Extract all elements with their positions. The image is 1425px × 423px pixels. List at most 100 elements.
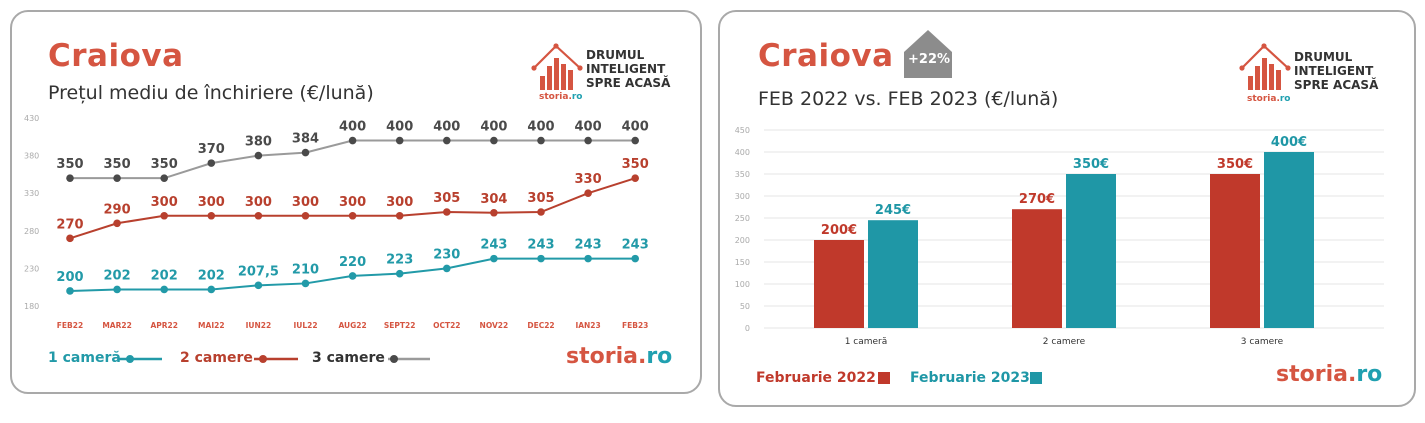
x-tick-label: IAN23 bbox=[575, 321, 600, 330]
data-point bbox=[490, 136, 498, 145]
y-tick-label: 400 bbox=[735, 148, 750, 157]
data-label: 207,5 bbox=[238, 264, 279, 279]
x-tick-label: AUG22 bbox=[338, 321, 366, 330]
y-tick-label: 380 bbox=[24, 152, 39, 161]
chart-subtitle: FEB 2022 vs. FEB 2023 (€/lună) bbox=[758, 88, 1059, 110]
growth-badge: +22% bbox=[908, 52, 951, 67]
brand-tagline: DRUMUL INTELIGENT SPRE ACASĂ bbox=[586, 48, 671, 90]
data-label: 243 bbox=[575, 238, 602, 253]
data-point bbox=[584, 136, 592, 145]
data-point bbox=[537, 136, 545, 145]
data-label: 350€ bbox=[1217, 157, 1253, 172]
x-tick-label: DEC22 bbox=[527, 321, 554, 330]
data-label: 400 bbox=[622, 120, 649, 135]
data-point bbox=[66, 174, 74, 182]
x-tick-label: OCT22 bbox=[433, 321, 460, 330]
data-point bbox=[631, 254, 639, 263]
x-tick-label: 1 cameră bbox=[845, 337, 888, 347]
data-label: 210 bbox=[292, 262, 319, 277]
data-label: 202 bbox=[151, 268, 178, 283]
data-point bbox=[348, 272, 357, 280]
data-label: 350 bbox=[104, 157, 131, 172]
y-tick-label: 50 bbox=[740, 302, 750, 311]
data-label: 270 bbox=[56, 217, 83, 232]
x-tick-label: MAI22 bbox=[198, 321, 225, 330]
bar bbox=[868, 220, 918, 328]
data-label: 330 bbox=[575, 172, 602, 187]
data-point bbox=[207, 159, 216, 167]
logo-small-text: storia.ro bbox=[1247, 94, 1291, 104]
data-point bbox=[113, 285, 121, 294]
y-tick-label: 280 bbox=[24, 227, 39, 236]
data-label: 400 bbox=[386, 120, 413, 135]
city-title: Craiova bbox=[758, 38, 894, 74]
footer-logo: storia.ro bbox=[566, 344, 673, 369]
data-point bbox=[160, 211, 168, 220]
data-label: 300 bbox=[151, 195, 178, 210]
data-point bbox=[443, 208, 451, 216]
y-tick-label: 250 bbox=[735, 214, 750, 223]
data-label: 305 bbox=[527, 191, 554, 206]
chart-subtitle: Prețul mediu de închiriere (€/lună) bbox=[48, 82, 374, 104]
data-label: 350€ bbox=[1073, 157, 1109, 172]
legend-label-3-camere: 3 camere bbox=[312, 350, 385, 366]
data-label: 350 bbox=[151, 157, 178, 172]
data-point bbox=[490, 208, 498, 217]
data-point bbox=[254, 211, 263, 220]
bar bbox=[814, 240, 864, 328]
data-label: 202 bbox=[104, 268, 131, 283]
data-label: 400 bbox=[433, 120, 460, 135]
y-tick-label: 0 bbox=[745, 324, 750, 333]
data-label: 350 bbox=[56, 157, 83, 172]
data-point bbox=[395, 269, 404, 278]
data-point bbox=[207, 285, 216, 294]
data-point bbox=[395, 211, 404, 220]
data-point bbox=[254, 281, 263, 290]
data-label: 223 bbox=[386, 253, 413, 268]
data-label: 300 bbox=[245, 195, 272, 210]
data-point bbox=[66, 287, 74, 295]
data-label: 304 bbox=[480, 192, 507, 207]
data-label: 400 bbox=[339, 120, 366, 135]
data-label: 270€ bbox=[1019, 192, 1055, 207]
data-label: 200 bbox=[56, 270, 83, 285]
data-point bbox=[443, 136, 451, 145]
data-point bbox=[66, 234, 74, 243]
data-point bbox=[443, 264, 451, 273]
brand-tagline: DRUMUL INTELIGENT SPRE ACASĂ bbox=[1294, 50, 1379, 92]
y-tick-label: 430 bbox=[24, 114, 39, 123]
data-label: 400 bbox=[575, 120, 602, 135]
data-label: 245€ bbox=[875, 203, 911, 218]
y-tick-label: 450 bbox=[735, 126, 750, 135]
data-label: 243 bbox=[527, 238, 554, 253]
x-tick-label: IUN22 bbox=[246, 321, 272, 330]
data-point bbox=[301, 148, 310, 157]
y-tick-label: 330 bbox=[24, 189, 39, 198]
data-label: 300 bbox=[339, 195, 366, 210]
bar-chart-card: Craiova +22% FEB 2022 vs. FEB 2023 (€/lu… bbox=[718, 10, 1416, 407]
x-tick-label: NOV22 bbox=[480, 321, 509, 330]
data-point bbox=[490, 254, 498, 263]
data-point bbox=[584, 254, 592, 263]
data-point bbox=[160, 174, 168, 182]
data-point bbox=[113, 219, 121, 228]
city-title: Craiova bbox=[48, 38, 184, 74]
data-point bbox=[207, 211, 216, 220]
data-label: 300 bbox=[198, 195, 225, 210]
data-point bbox=[348, 136, 357, 145]
bar bbox=[1210, 174, 1260, 328]
bar-chart: 0 50 100 150 200 250 300 350 400 450 1 cameră 200€ 2… bbox=[735, 126, 1384, 347]
data-point bbox=[301, 279, 310, 288]
data-point bbox=[537, 254, 545, 263]
data-label: 300 bbox=[292, 195, 319, 210]
data-label: 220 bbox=[339, 255, 366, 270]
legend-label-2-camere: 2 camere bbox=[180, 350, 253, 366]
x-tick-label: 3 camere bbox=[1241, 337, 1284, 347]
x-tick-label: FEB22 bbox=[57, 321, 83, 330]
bar bbox=[1012, 209, 1062, 328]
logo-small-text: storia.ro bbox=[539, 92, 583, 102]
line-chart-card: Craiova Prețul mediu de închiriere (€/lu… bbox=[10, 10, 702, 394]
y-tick-label: 200 bbox=[735, 236, 750, 245]
legend-label-1-camera: 1 cameră bbox=[48, 350, 121, 366]
y-tick-label: 150 bbox=[735, 258, 750, 267]
